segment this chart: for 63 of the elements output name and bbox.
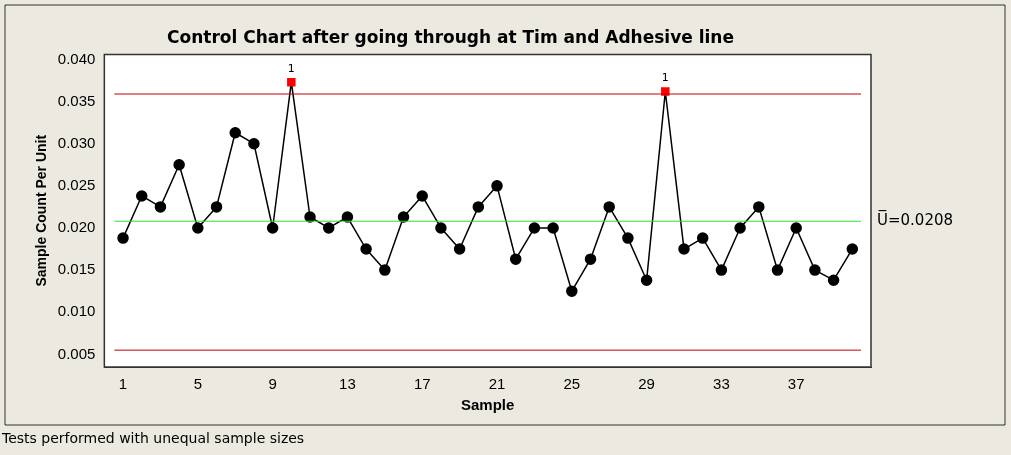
point (117, 232, 129, 244)
point (640, 274, 653, 286)
point (622, 232, 634, 244)
point (715, 264, 728, 276)
annotation: 1 (287, 61, 295, 75)
point (790, 222, 802, 234)
chart-title: Control Chart after going through at Tim and Adhesive line (167, 26, 734, 47)
point (528, 222, 541, 234)
point (453, 243, 466, 255)
point (135, 190, 148, 202)
point (287, 77, 296, 87)
point (566, 285, 578, 297)
point (547, 222, 559, 234)
y-tick-label: 0.025 (57, 175, 96, 193)
point (416, 190, 428, 202)
point (248, 137, 260, 150)
y-tick-label: 0.020 (57, 218, 96, 236)
point (603, 201, 615, 213)
point (397, 211, 410, 223)
x-tick-label: 5 (193, 375, 202, 393)
point (379, 264, 391, 276)
point (173, 159, 185, 171)
point (341, 211, 354, 223)
point (771, 264, 784, 276)
point (509, 253, 522, 265)
y-axis-title: Sample Count Per Unit (33, 134, 50, 287)
point (846, 243, 859, 255)
x-tick-label: 29 (638, 375, 655, 393)
x-tick-label: 37 (787, 375, 805, 393)
x-tick-label: 9 (268, 375, 277, 393)
x-tick-label: 25 (563, 375, 581, 393)
annotation: 1 (661, 70, 669, 84)
point (266, 222, 279, 234)
y-tick-label: 0.030 (57, 133, 96, 151)
point (809, 264, 821, 276)
point (322, 222, 335, 234)
x-axis-title: Sample (460, 396, 515, 414)
x-tick-label: 21 (488, 375, 506, 393)
y-tick-label: 0.010 (57, 302, 96, 320)
x-tick-label: 33 (713, 375, 730, 393)
point (192, 222, 204, 234)
y-tick-label: 0.015 (57, 260, 96, 278)
x-tick-label: 13 (339, 375, 356, 393)
point (678, 243, 690, 255)
point (491, 180, 503, 192)
point (435, 222, 447, 234)
point (229, 127, 241, 139)
point (210, 201, 223, 213)
y-tick-label: 0.005 (57, 344, 96, 362)
text: Tests performed with unequal sample sizes (2, 430, 305, 446)
point (734, 222, 746, 234)
point (360, 243, 372, 255)
x-tick-label: 17 (413, 375, 431, 393)
point (696, 232, 709, 244)
x-tick-label: 1 (118, 375, 128, 393)
y-tick-label: 0.040 (57, 49, 96, 67)
point (584, 253, 597, 265)
point (154, 201, 167, 213)
point (472, 201, 485, 213)
y-tick-label: 0.035 (57, 91, 96, 109)
point (827, 274, 840, 286)
ref-line-label: U̅=0.0208 (877, 210, 954, 230)
point (753, 201, 765, 213)
